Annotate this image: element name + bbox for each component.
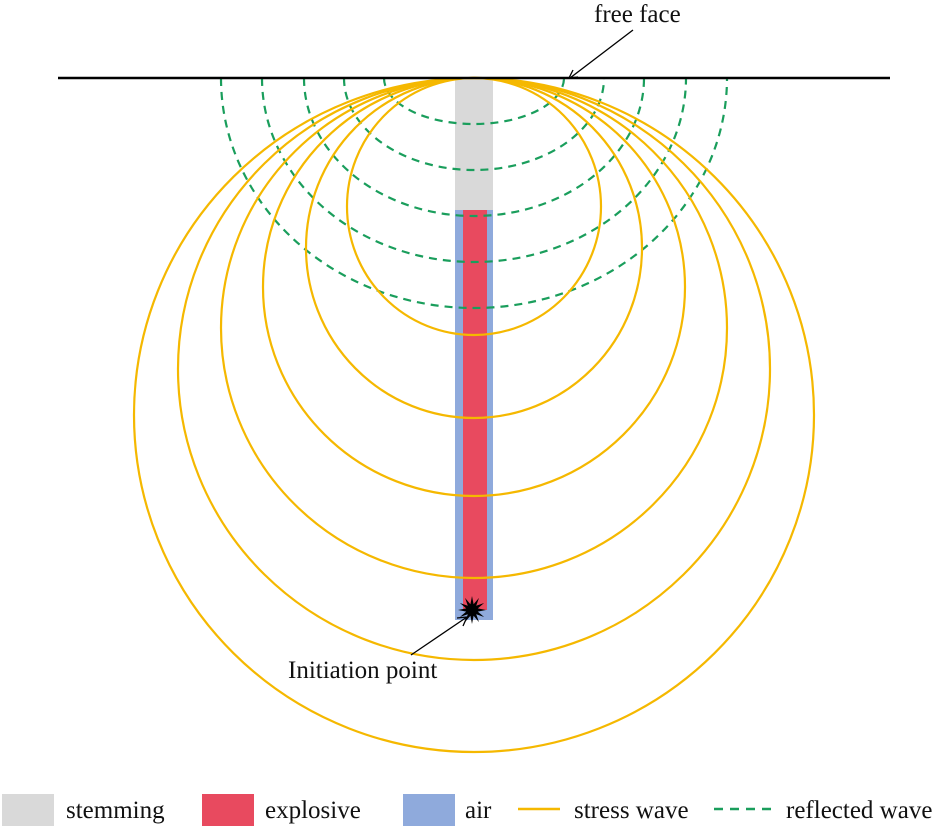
stemming-column <box>455 80 493 210</box>
legend-reflected-wave-label: reflected wave <box>786 797 932 824</box>
initiation-point-star-icon <box>458 596 486 624</box>
initiation-point-arrow <box>410 616 469 656</box>
legend-air-label: air <box>465 797 492 824</box>
legend-explosive-label: explosive <box>265 797 361 824</box>
reflected-wave-front-2 <box>342 77 606 172</box>
legend-stress-wave-label: stress wave <box>574 797 689 824</box>
reflected-wave-front-5 <box>219 77 729 310</box>
legend-stemming-swatch <box>2 794 54 826</box>
reflected-wave-front-3 <box>302 77 646 218</box>
initiation-point-label: Initiation point <box>288 657 437 684</box>
legend-stemming-label: stemming <box>66 797 165 824</box>
reflected-waves <box>219 77 729 310</box>
free-face-label: free face <box>594 1 681 28</box>
legend: stemming explosive air stress wave refle… <box>2 794 932 826</box>
reflected-wave-front-4 <box>260 77 688 264</box>
legend-air-swatch <box>403 794 455 826</box>
free-face-arrow <box>567 29 634 79</box>
legend-explosive-swatch <box>202 794 254 826</box>
explosive-column <box>463 210 487 610</box>
